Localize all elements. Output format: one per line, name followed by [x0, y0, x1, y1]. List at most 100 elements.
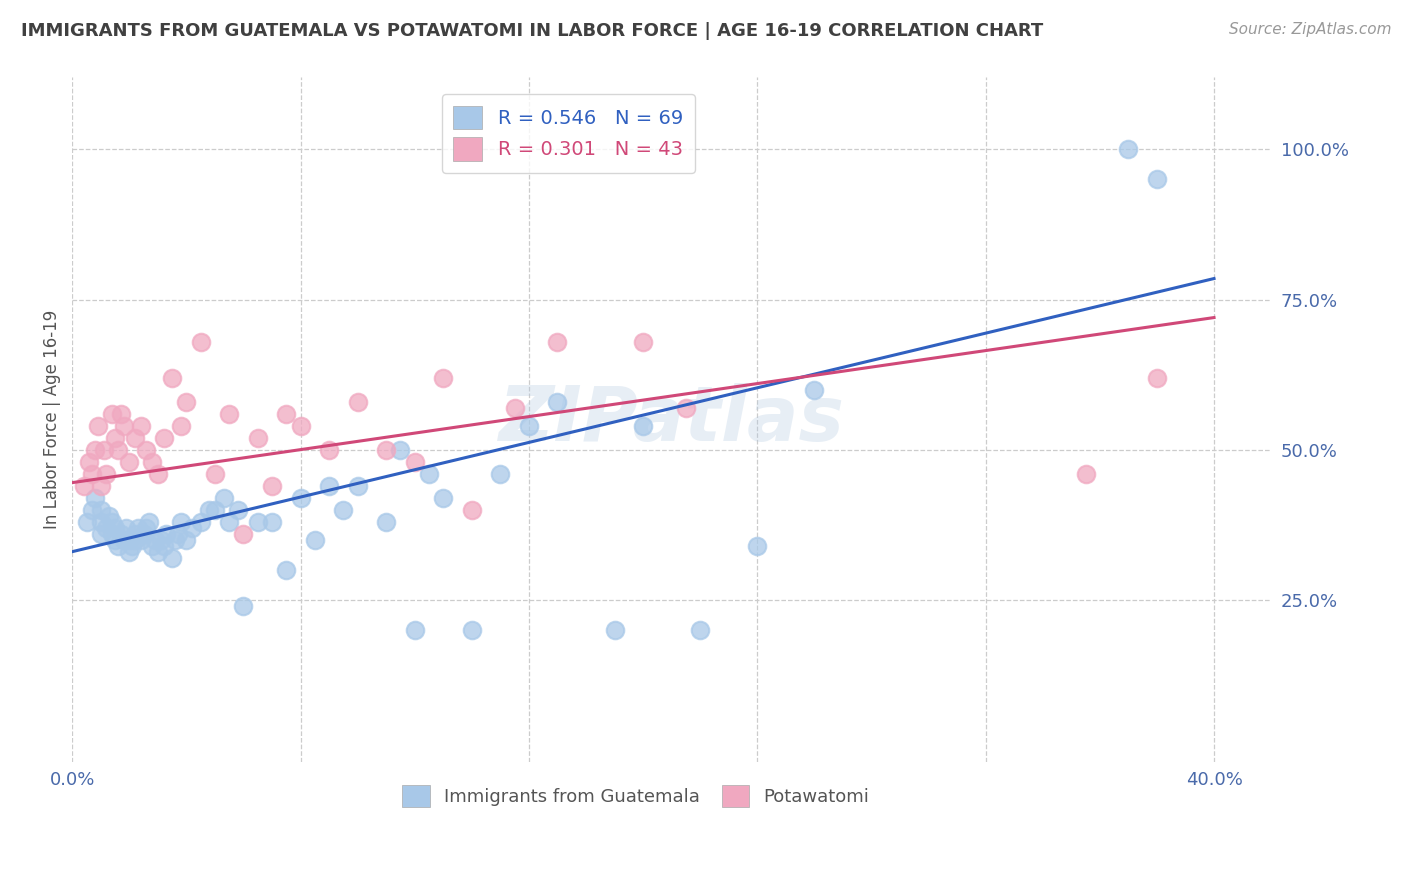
Point	[112, 418, 135, 433]
Point	[747, 539, 769, 553]
Point	[675, 401, 697, 415]
Point	[432, 491, 454, 505]
Point	[375, 442, 398, 457]
Point	[1074, 467, 1097, 481]
Point	[166, 526, 188, 541]
Point	[90, 502, 112, 516]
Point	[82, 467, 104, 481]
Point	[84, 442, 107, 457]
Point	[246, 431, 269, 445]
Point	[107, 539, 129, 553]
Point	[104, 431, 127, 445]
Point	[152, 431, 174, 445]
Point	[146, 544, 169, 558]
Point	[138, 515, 160, 529]
Point	[101, 526, 124, 541]
Point	[346, 394, 368, 409]
Point	[232, 599, 254, 613]
Point	[276, 407, 298, 421]
Point	[503, 401, 526, 415]
Point	[101, 407, 124, 421]
Point	[84, 491, 107, 505]
Point	[204, 502, 226, 516]
Point	[124, 431, 146, 445]
Point	[181, 521, 204, 535]
Point	[276, 563, 298, 577]
Point	[118, 533, 141, 547]
Text: IMMIGRANTS FROM GUATEMALA VS POTAWATOMI IN LABOR FORCE | AGE 16-19 CORRELATION C: IMMIGRANTS FROM GUATEMALA VS POTAWATOMI …	[21, 22, 1043, 40]
Point	[79, 455, 101, 469]
Point	[82, 502, 104, 516]
Point	[135, 442, 157, 457]
Point	[93, 442, 115, 457]
Point	[547, 334, 569, 349]
Point	[90, 515, 112, 529]
Point	[489, 467, 512, 481]
Point	[260, 478, 283, 492]
Point	[404, 455, 426, 469]
Point	[190, 515, 212, 529]
Point	[170, 418, 193, 433]
Point	[318, 478, 340, 492]
Point	[104, 533, 127, 547]
Point	[418, 467, 440, 481]
Point	[603, 623, 626, 637]
Point	[432, 370, 454, 384]
Point	[96, 467, 118, 481]
Point	[260, 515, 283, 529]
Point	[112, 533, 135, 547]
Point	[155, 526, 177, 541]
Legend: Immigrants from Guatemala, Potawatomi: Immigrants from Guatemala, Potawatomi	[395, 778, 876, 814]
Point	[141, 539, 163, 553]
Point	[143, 533, 166, 547]
Point	[689, 623, 711, 637]
Point	[218, 407, 240, 421]
Point	[198, 502, 221, 516]
Point	[163, 533, 186, 547]
Point	[149, 533, 172, 547]
Point	[232, 526, 254, 541]
Point	[346, 478, 368, 492]
Point	[461, 502, 484, 516]
Point	[72, 478, 94, 492]
Point	[152, 539, 174, 553]
Point	[517, 418, 540, 433]
Point	[141, 455, 163, 469]
Point	[124, 533, 146, 547]
Point	[1118, 143, 1140, 157]
Point	[146, 467, 169, 481]
Point	[1146, 370, 1168, 384]
Point	[389, 442, 412, 457]
Point	[547, 394, 569, 409]
Point	[176, 533, 198, 547]
Point	[803, 383, 825, 397]
Point	[110, 526, 132, 541]
Point	[98, 508, 121, 523]
Point	[110, 407, 132, 421]
Point	[104, 521, 127, 535]
Text: ZIPatlas: ZIPatlas	[499, 383, 845, 457]
Point	[121, 539, 143, 553]
Point	[118, 455, 141, 469]
Point	[212, 491, 235, 505]
Point	[246, 515, 269, 529]
Point	[290, 418, 312, 433]
Point	[129, 533, 152, 547]
Point	[332, 502, 354, 516]
Point	[226, 502, 249, 516]
Point	[170, 515, 193, 529]
Point	[631, 334, 654, 349]
Point	[96, 521, 118, 535]
Point	[318, 442, 340, 457]
Text: Source: ZipAtlas.com: Source: ZipAtlas.com	[1229, 22, 1392, 37]
Point	[375, 515, 398, 529]
Y-axis label: In Labor Force | Age 16-19: In Labor Force | Age 16-19	[44, 310, 60, 529]
Point	[127, 521, 149, 535]
Point	[176, 394, 198, 409]
Point	[218, 515, 240, 529]
Point	[190, 334, 212, 349]
Point	[204, 467, 226, 481]
Point	[115, 521, 138, 535]
Point	[160, 370, 183, 384]
Point	[160, 550, 183, 565]
